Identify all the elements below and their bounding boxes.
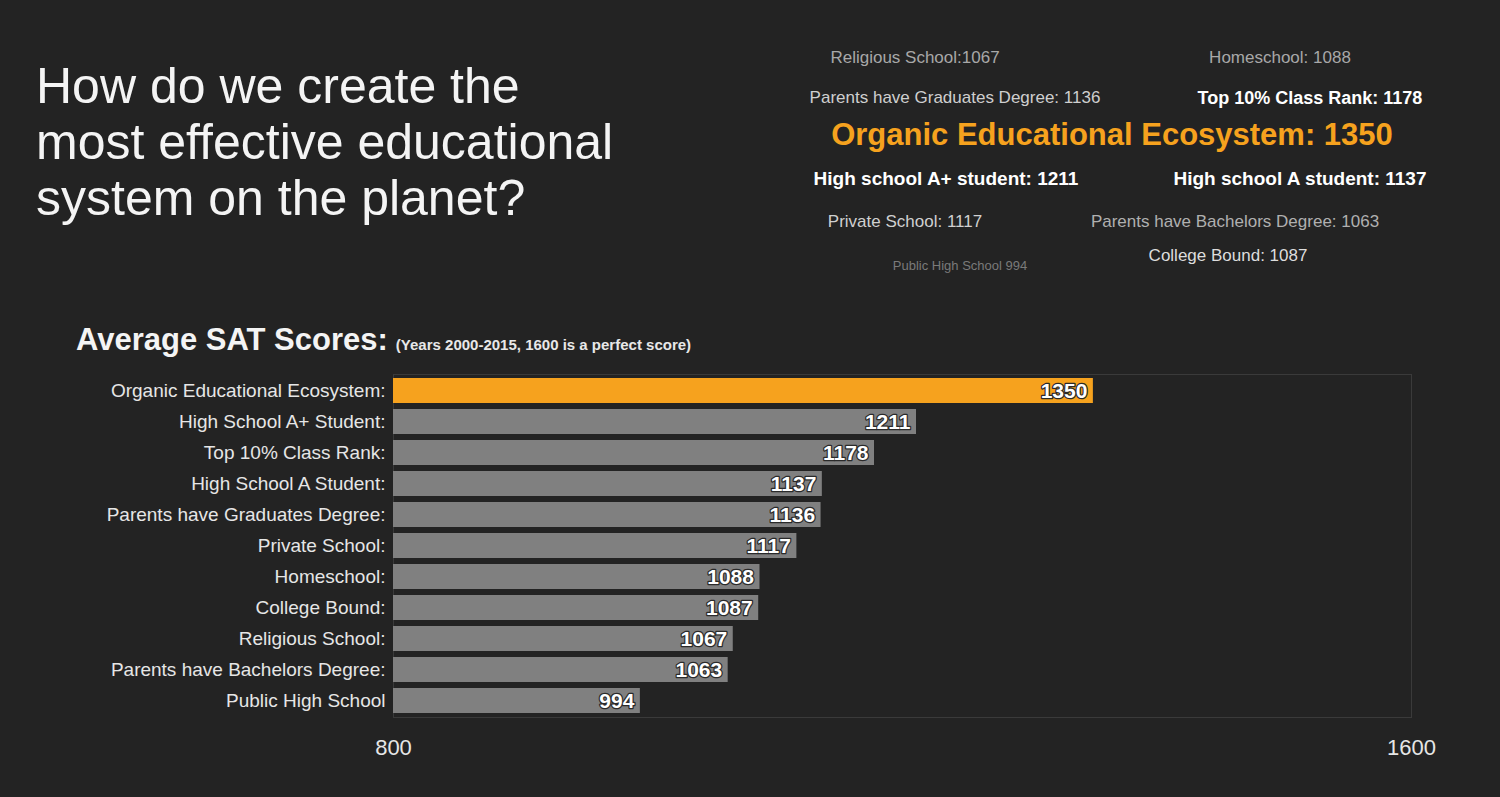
html-text:Homeschool: 1088: Homeschool: 1088 — [1209, 48, 1351, 67]
svg-text:800: 800 — [375, 735, 412, 760]
svg-text:Parents have Graduates Degree:: Parents have Graduates Degree: — [107, 504, 386, 525]
svg-text:1063: 1063 — [675, 658, 722, 681]
html-text:Organic Educational Ecosystem:: Organic Educational Ecosystem: 1350 — [831, 117, 1393, 152]
svg-text:High School A Student:: High School A Student: — [191, 473, 385, 494]
html-text:High school A student: 1137: High school A student: 1137 — [1173, 168, 1427, 189]
svg-text:1136: 1136 — [769, 503, 815, 526]
svg-text:College Bound:: College Bound: — [256, 597, 386, 618]
svg-text:Religious School:: Religious School: — [239, 628, 386, 649]
svg-text:1087: 1087 — [706, 596, 753, 619]
html-text:(Years 2000-2015, 1600 is a pe: (Years 2000-2015, 1600 is a perfect scor… — [395, 336, 692, 353]
svg-text:Homeschool:: Homeschool: — [275, 566, 386, 587]
html-text:Parents have Bachelors Degree:: Parents have Bachelors Degree: 1063 — [1090, 212, 1380, 231]
html-text:system on the planet?: system on the planet? — [36, 170, 526, 226]
svg-text:High School A+ Student:: High School A+ Student: — [179, 411, 386, 432]
svg-text:1211: 1211 — [865, 410, 911, 433]
svg-text:Top 10% Class Rank:: Top 10% Class Rank: — [204, 442, 386, 463]
svg-text:Parents have Bachelors Degree:: Parents have Bachelors Degree: — [111, 659, 386, 680]
html-text:Parents have Graduates Degree:: Parents have Graduates Degree: 1136 — [809, 88, 1101, 107]
svg-text:1137: 1137 — [771, 472, 817, 495]
svg-text:1350: 1350 — [1041, 379, 1088, 402]
html-text:Religious School:1067: Religious School:1067 — [830, 48, 1000, 67]
html-text:How do we create the: How do we create the — [36, 58, 520, 114]
svg-text:1117: 1117 — [746, 534, 790, 557]
html-text:High school A+ student: 1211: High school A+ student: 1211 — [813, 168, 1079, 189]
svg-text:1178: 1178 — [823, 441, 869, 464]
svg-text:Private School:: Private School: — [258, 535, 386, 556]
html-text:Average SAT Scores:: Average SAT Scores: — [76, 322, 388, 357]
svg-text:1088: 1088 — [707, 565, 754, 588]
html-text:most effective educational: most effective educational — [36, 114, 614, 170]
svg-text:Organic Educational Ecosystem:: Organic Educational Ecosystem: — [111, 380, 386, 401]
svg-text:1067: 1067 — [681, 627, 728, 650]
html-text:College Bound: 1087: College Bound: 1087 — [1148, 246, 1308, 265]
svg-text:1600: 1600 — [1387, 735, 1436, 760]
html-text:Public High School 994: Public High School 994 — [892, 257, 1028, 273]
svg-text:994: 994 — [599, 689, 634, 712]
svg-text:Public High School: Public High School — [226, 690, 385, 711]
html-text:Top 10% Class Rank: 1178: Top 10% Class Rank: 1178 — [1197, 87, 1423, 108]
html-text:Private School: 1117: Private School: 1117 — [827, 212, 983, 231]
